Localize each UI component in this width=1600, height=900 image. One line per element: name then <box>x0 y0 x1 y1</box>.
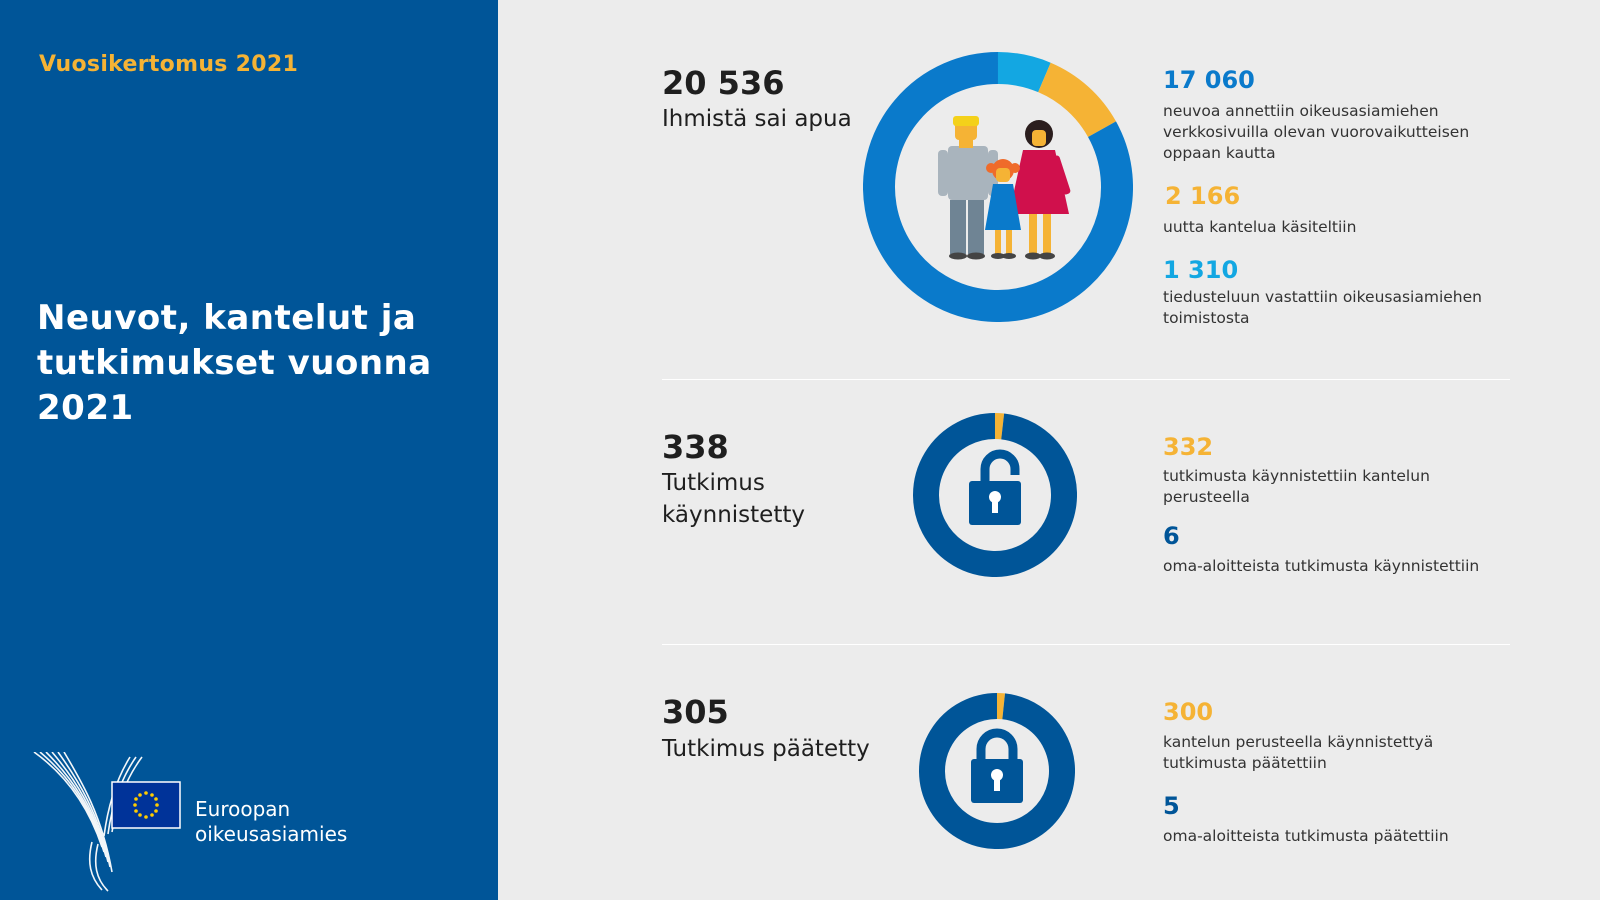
logo-text: Euroopan oikeusasiamies <box>195 797 347 847</box>
open-padlock-icon <box>969 449 1021 525</box>
stat-closed-own-value: 5 <box>1163 792 1180 820</box>
total-closed: 305 <box>662 693 729 731</box>
logo-line-2: oikeusasiamies <box>195 822 348 846</box>
total-closed-label: Tutkimus päätetty <box>662 736 870 762</box>
slice-complaints <box>1037 62 1116 138</box>
ombudsman-logo <box>33 752 181 892</box>
logo-line-1: Euroopan <box>195 797 291 821</box>
divider-2 <box>662 644 1510 645</box>
total-opened-label: Tutkimus käynnistetty <box>662 470 805 528</box>
father-body <box>948 146 988 200</box>
donut-chart-help <box>863 52 1133 322</box>
stat-opened-own-value: 6 <box>1163 522 1180 550</box>
total-opened: 338 <box>662 428 729 466</box>
stat-guide-advice-value: 17 060 <box>1163 66 1255 94</box>
stat-enquiries-value: 1 310 <box>1163 256 1239 284</box>
stat-closed-complaints-value: 300 <box>1163 698 1214 726</box>
slice-closed-complaints <box>919 693 1075 849</box>
stat-closed-own-text: oma-aloitteista tutkimusta päätettiin <box>1163 827 1449 845</box>
slice-opened-complaints <box>913 413 1077 577</box>
donut-chart-closed <box>919 693 1075 849</box>
sidebar-panel: Vuosikertomus 2021 Neuvot, kantelut ja t… <box>0 0 498 900</box>
closed-padlock-icon <box>971 728 1023 803</box>
eu-stars <box>133 791 159 819</box>
page-title: Neuvot, kantelut ja tutkimukset vuonna 2… <box>37 298 432 428</box>
report-label: Vuosikertomus 2021 <box>39 52 299 77</box>
stat-enquiries-text: tiedusteluun vastattiin oikeusasiamiehen… <box>1163 288 1482 327</box>
stat-opened-complaints-text: tutkimusta käynnistettiin kantelun perus… <box>1163 467 1430 506</box>
stat-closed-complaints-text: kantelun perusteella käynnistettyä tutki… <box>1163 733 1434 772</box>
stat-opened-complaints-value: 332 <box>1163 433 1214 461</box>
stat-guide-advice-text: neuvoa annettiin oikeusasiamiehen verkko… <box>1163 102 1470 162</box>
total-helped: 20 536 <box>662 64 785 102</box>
slice-guide-advice <box>863 52 1133 322</box>
donut-chart-opened <box>913 413 1077 577</box>
stat-complaints-text: uutta kantelua käsiteltiin <box>1163 218 1357 236</box>
stat-complaints-value: 2 166 <box>1165 182 1241 210</box>
stat-opened-own-text: oma-aloitteista tutkimusta käynnistettii… <box>1163 557 1480 575</box>
total-helped-label: Ihmistä sai apua <box>662 106 852 132</box>
divider-1 <box>662 379 1510 380</box>
slice-enquiries <box>997 52 1051 93</box>
family-icon <box>938 116 1071 260</box>
